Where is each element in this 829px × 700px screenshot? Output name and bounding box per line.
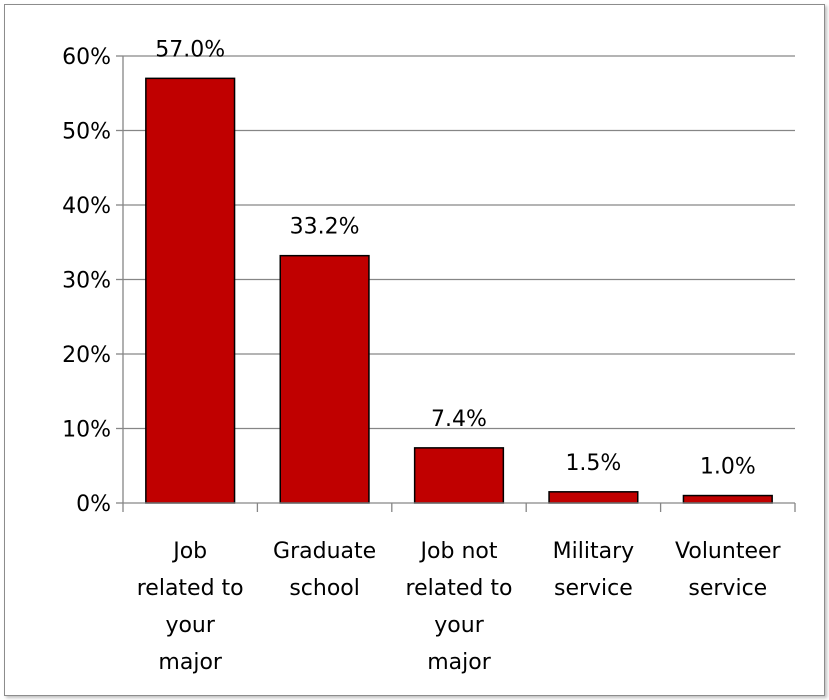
x-category-label-line: school (289, 576, 360, 601)
x-category-label: Job related to your major (137, 539, 244, 675)
data-label: 1.5% (565, 451, 621, 476)
axes (116, 55, 796, 512)
x-category-label-line: your (165, 613, 215, 638)
x-category-label: Job not related to your major (406, 539, 513, 675)
bar (413, 447, 505, 504)
y-tick-label: 30% (62, 269, 111, 294)
y-tick-label: 10% (62, 418, 111, 443)
x-category-label-line: Job not (419, 539, 498, 564)
bar (548, 491, 639, 504)
bar (682, 494, 773, 504)
data-label: 7.4% (431, 407, 487, 432)
x-category-label: Military service (553, 539, 635, 601)
y-tick-label: 60% (62, 45, 111, 70)
y-tick-label: 20% (62, 343, 111, 368)
x-category-label-line: major (427, 650, 491, 675)
data-label: 33.2% (290, 215, 360, 240)
x-category-label-line: Job (171, 539, 207, 564)
data-label: 57.0% (155, 37, 225, 62)
x-category-label-line: service (554, 576, 633, 601)
x-category-label-line: your (434, 613, 484, 638)
x-category-label: Graduate school (273, 539, 376, 601)
data-label: 1.0% (700, 455, 756, 480)
x-category-label-line: major (158, 650, 222, 675)
labels: 0% 10% 20% 30% 40% 50% 60% 57.0% 33.2% 7.4% 1.5% 1.… (62, 37, 781, 675)
bars (145, 77, 773, 504)
x-category-label-line: service (688, 576, 767, 601)
chart-frame (4, 4, 825, 696)
y-tick-label: 40% (62, 194, 111, 219)
bar (145, 77, 236, 504)
x-category-label-line: related to (137, 576, 244, 601)
y-tick-label: 0% (76, 492, 111, 517)
bar (279, 254, 370, 504)
x-category-label-line: Volunteer (675, 539, 781, 564)
x-category-label-line: Graduate (273, 539, 376, 564)
x-category-label-line: related to (406, 576, 513, 601)
y-tick-label: 50% (62, 120, 111, 145)
x-category-label: Volunteer service (675, 539, 781, 601)
x-category-label-line: Military (553, 539, 635, 564)
